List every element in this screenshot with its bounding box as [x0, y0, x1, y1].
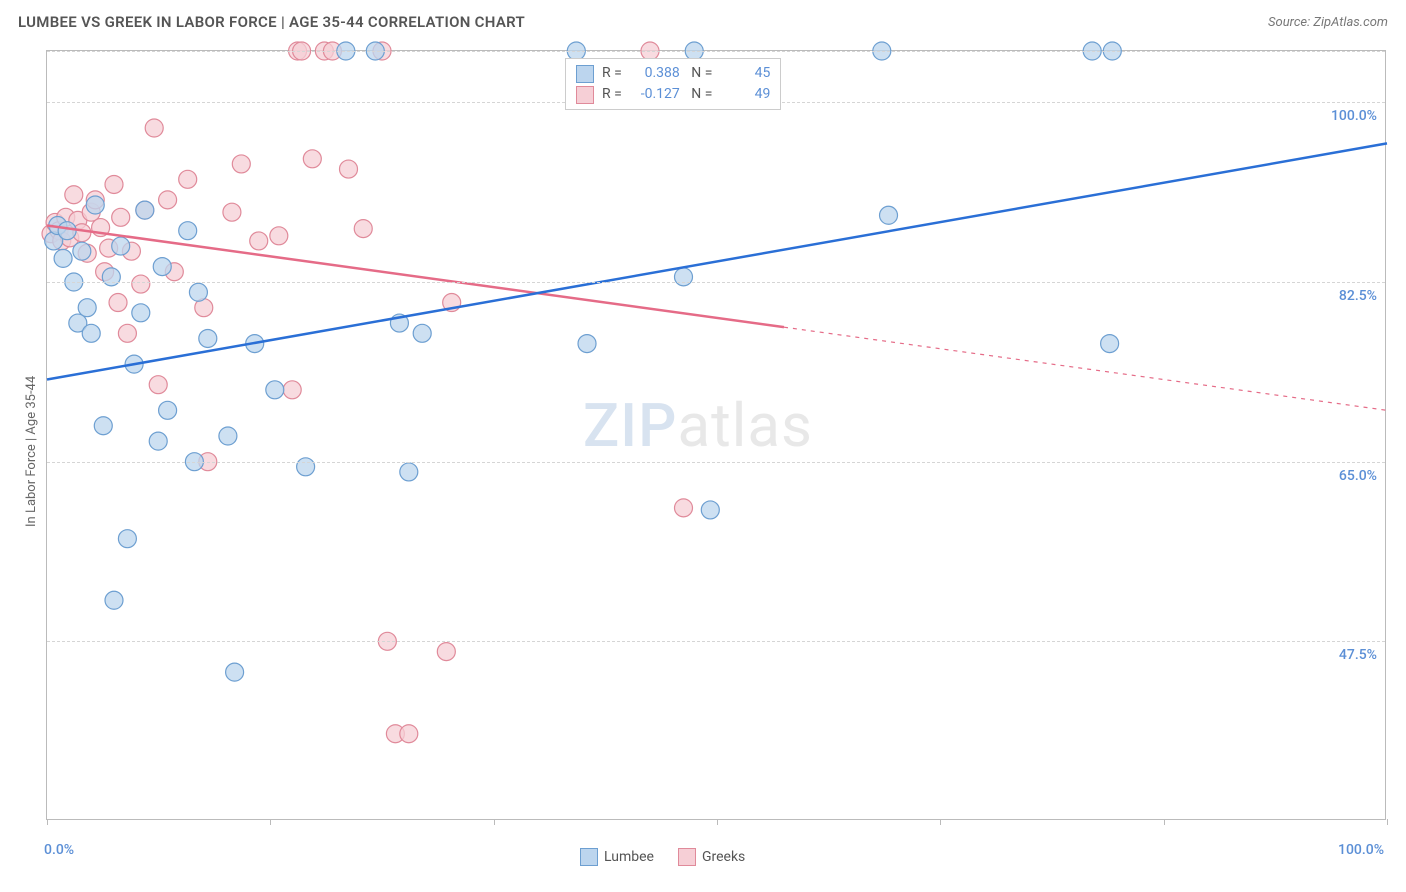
- x-tick-label: 100.0%: [1338, 842, 1384, 858]
- scatter-point: [136, 201, 154, 219]
- lumbee-swatch: [580, 848, 598, 866]
- scatter-point: [219, 427, 237, 445]
- y-tick-label: 47.5%: [1339, 647, 1377, 663]
- scatter-point: [283, 381, 301, 399]
- scatter-point: [578, 335, 596, 353]
- scatter-point: [701, 501, 719, 519]
- chart-svg: [47, 51, 1385, 819]
- scatter-point: [78, 299, 96, 317]
- scatter-point: [179, 170, 197, 188]
- scatter-point: [82, 324, 100, 342]
- scatter-point: [105, 591, 123, 609]
- scatter-point: [270, 227, 288, 245]
- series-legend-lumbee: Lumbee: [580, 848, 654, 866]
- scatter-point: [400, 463, 418, 481]
- scatter-point: [189, 283, 207, 301]
- gridline: [47, 51, 1385, 52]
- scatter-point: [73, 242, 91, 260]
- scatter-point: [149, 432, 167, 450]
- scatter-point: [413, 324, 431, 342]
- scatter-point: [675, 499, 693, 517]
- scatter-point: [232, 155, 250, 173]
- n-label: N =: [688, 84, 713, 105]
- greeks-swatch: [576, 86, 594, 104]
- series-legend: Lumbee Greeks: [580, 848, 745, 866]
- lumbee-swatch: [576, 65, 594, 83]
- lumbee-r-value: 0.388: [630, 63, 680, 84]
- scatter-point: [159, 191, 177, 209]
- scatter-point: [102, 268, 120, 286]
- gridline: [47, 462, 1385, 463]
- greeks-label: Greeks: [702, 849, 745, 865]
- scatter-point: [58, 222, 76, 240]
- scatter-point: [132, 304, 150, 322]
- r-label: R =: [602, 63, 622, 84]
- scatter-point: [118, 530, 136, 548]
- scatter-point: [880, 206, 898, 224]
- greeks-r-value: -0.127: [630, 84, 680, 105]
- scatter-point: [297, 458, 315, 476]
- scatter-point: [354, 220, 372, 238]
- x-tick: [717, 819, 718, 825]
- scatter-point: [226, 663, 244, 681]
- scatter-point: [303, 150, 321, 168]
- x-tick-label: 0.0%: [44, 842, 74, 858]
- scatter-point: [65, 186, 83, 204]
- x-tick: [940, 819, 941, 825]
- scatter-point: [153, 258, 171, 276]
- scatter-point: [340, 160, 358, 178]
- header-bar: LUMBEE VS GREEK IN LABOR FORCE | AGE 35-…: [0, 0, 1406, 44]
- correlation-legend-row-greeks: R = -0.127 N = 49: [576, 84, 770, 105]
- lumbee-n-value: 45: [720, 63, 770, 84]
- gridline: [47, 282, 1385, 283]
- chart-plot-area: ZIPatlas 47.5%65.0%82.5%100.0%: [46, 50, 1386, 820]
- y-tick-label: 82.5%: [1339, 288, 1377, 304]
- y-tick-label: 65.0%: [1339, 468, 1377, 484]
- scatter-point: [179, 222, 197, 240]
- scatter-point: [675, 268, 693, 286]
- gridline: [47, 641, 1385, 642]
- scatter-point: [199, 329, 217, 347]
- correlation-legend-row-lumbee: R = 0.388 N = 45: [576, 63, 770, 84]
- x-tick: [47, 819, 48, 825]
- correlation-legend: R = 0.388 N = 45 R = -0.127 N = 49: [565, 58, 781, 110]
- scatter-point: [145, 119, 163, 137]
- page-title: LUMBEE VS GREEK IN LABOR FORCE | AGE 35-…: [18, 13, 525, 31]
- scatter-point: [54, 249, 72, 267]
- r-label: R =: [602, 84, 622, 105]
- scatter-point: [109, 294, 127, 312]
- scatter-point: [94, 417, 112, 435]
- scatter-point: [105, 175, 123, 193]
- scatter-point: [112, 237, 130, 255]
- scatter-point: [223, 203, 241, 221]
- series-legend-greeks: Greeks: [678, 848, 745, 866]
- x-tick: [1387, 819, 1388, 825]
- scatter-point: [132, 275, 150, 293]
- x-tick: [270, 819, 271, 825]
- greeks-swatch: [678, 848, 696, 866]
- x-tick: [494, 819, 495, 825]
- source-attribution: Source: ZipAtlas.com: [1268, 15, 1388, 30]
- scatter-point: [112, 208, 130, 226]
- scatter-point: [159, 401, 177, 419]
- lumbee-label: Lumbee: [604, 849, 654, 865]
- y-tick-label: 100.0%: [1331, 108, 1377, 124]
- scatter-point: [250, 232, 268, 250]
- scatter-point: [1101, 335, 1119, 353]
- x-tick: [1164, 819, 1165, 825]
- trend-line: [47, 143, 1387, 379]
- greeks-n-value: 49: [720, 84, 770, 105]
- trend-line: [784, 327, 1387, 410]
- scatter-point: [86, 196, 104, 214]
- scatter-point: [400, 725, 418, 743]
- scatter-point: [149, 376, 167, 394]
- scatter-point: [118, 324, 136, 342]
- scatter-point: [266, 381, 284, 399]
- trend-line: [47, 226, 784, 328]
- scatter-point: [437, 643, 455, 661]
- n-label: N =: [688, 63, 713, 84]
- y-axis-label: In Labor Force | Age 35-44: [24, 376, 39, 527]
